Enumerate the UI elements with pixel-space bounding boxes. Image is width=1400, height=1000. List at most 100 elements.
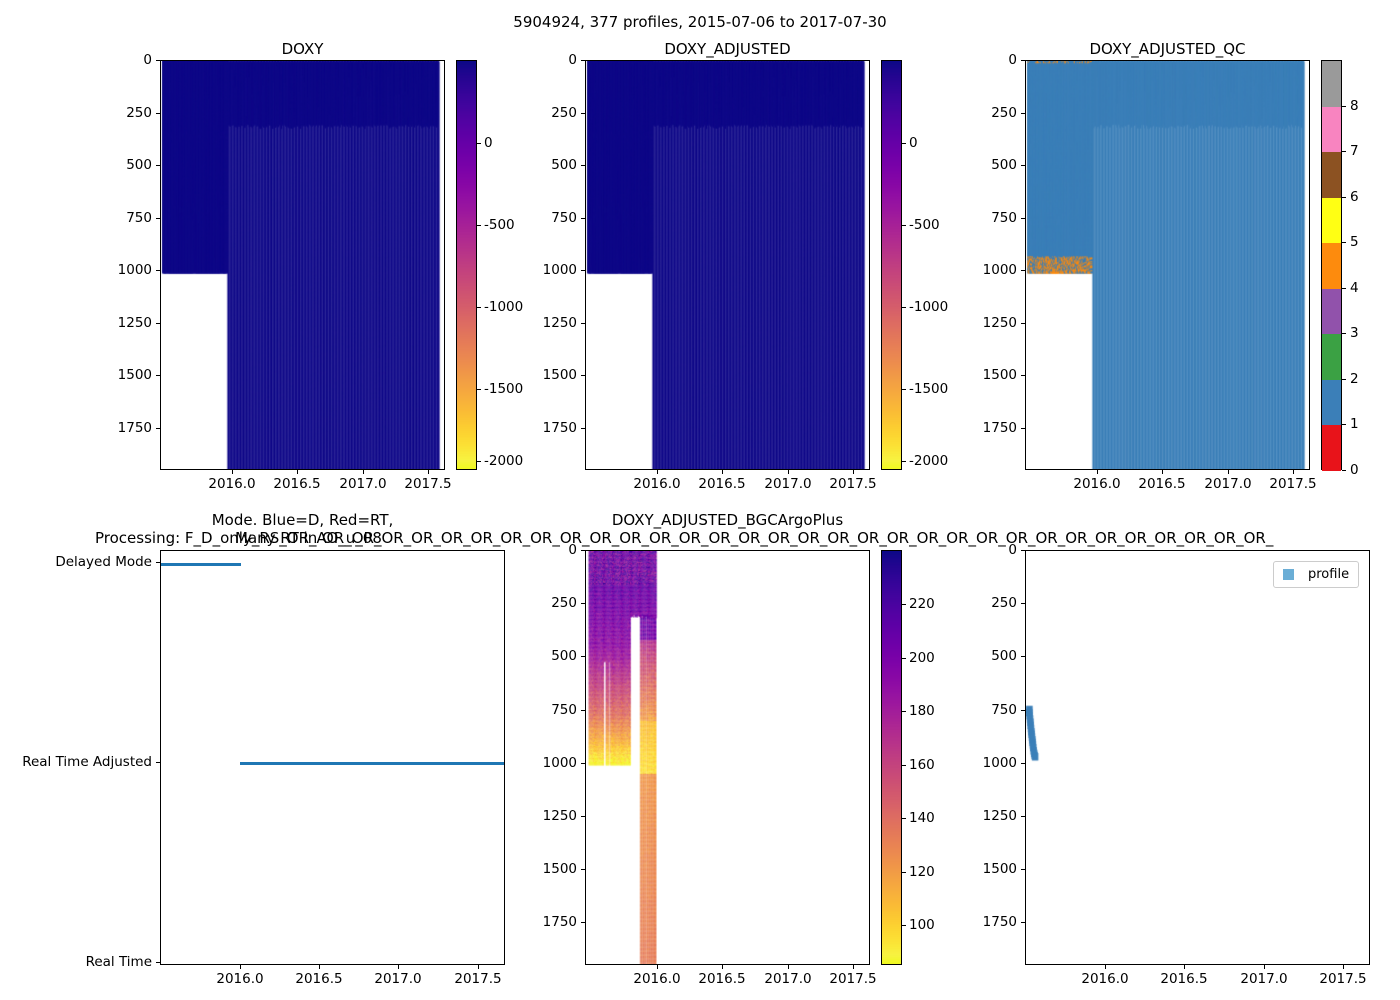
doxy-cbar-tickmark-4 bbox=[477, 460, 481, 462]
doxyadj-tick-x-1 bbox=[722, 470, 723, 474]
mode-line-realtime-adjusted bbox=[240, 762, 504, 765]
out-tick-y-1 bbox=[1021, 603, 1025, 605]
bgc-ytick-0: 0 bbox=[568, 542, 577, 558]
doxy-cbar-tick-m2000: -2000 bbox=[484, 452, 524, 469]
doxyadj-cbar-tick-m2000: -2000 bbox=[909, 452, 949, 469]
doxyadj-cbar-tickmark-0 bbox=[902, 142, 906, 144]
doxyadj-ytick-500: 500 bbox=[551, 157, 577, 174]
doxyadj-ytick-1500: 1500 bbox=[542, 367, 577, 384]
out-xtick-20175: 2017.5 bbox=[1319, 971, 1367, 987]
mode-tick-x-2 bbox=[398, 965, 399, 969]
qc-tick-y-6 bbox=[1021, 375, 1025, 377]
doxyadj-ytick-1000: 1000 bbox=[542, 262, 577, 279]
mode-title-line1: Mode. Blue=D, Red=RT, bbox=[211, 511, 394, 529]
qc-cbar-tickmark-6 bbox=[1342, 196, 1346, 198]
axes-doxy-adjusted-qc bbox=[1025, 60, 1310, 470]
qc-cbar-segment-1 bbox=[1322, 379, 1341, 426]
bgcargoplus-overlap-title: Many RT in OR_OR_OR_OR_OR_OR_OR_OR_OR_OR… bbox=[235, 529, 1274, 547]
qc-xtick-20165: 2016.5 bbox=[1138, 476, 1186, 492]
doxy-title: DOXY bbox=[281, 40, 324, 58]
doxyadj-tick-y-4 bbox=[581, 270, 585, 272]
qc-ytick-500: 500 bbox=[991, 157, 1017, 174]
doxyadj-ytick-0: 0 bbox=[568, 52, 577, 68]
out-tick-x-3 bbox=[1343, 965, 1344, 969]
qc-cbar-tickmark-5 bbox=[1342, 242, 1346, 244]
out-tick-x-1 bbox=[1184, 965, 1185, 969]
mode-tick-x-0 bbox=[240, 965, 241, 969]
bgc-cbar-tickmark-4 bbox=[902, 818, 906, 819]
qc-tick-x-0 bbox=[1097, 470, 1098, 474]
doxy-xtick-20175: 2017.5 bbox=[404, 476, 452, 492]
doxy-tick-x-2 bbox=[363, 470, 364, 474]
qc-cbar-tick-1: 1 bbox=[1350, 416, 1359, 433]
doxyadj-xtick-2016: 2016.0 bbox=[633, 476, 681, 492]
bgc-cbar-tickmark-2 bbox=[902, 711, 906, 712]
bgc-cbar-tickmark-1 bbox=[902, 657, 906, 659]
doxyadj-cbar-tickmark-1 bbox=[902, 224, 906, 226]
doxy-cbar-tick-m1000: -1000 bbox=[484, 298, 524, 315]
qc-tick-y-2 bbox=[1021, 165, 1025, 167]
doxy-ytick-500: 500 bbox=[126, 157, 152, 174]
out-tick-x-2 bbox=[1264, 965, 1265, 969]
qc-ytick-250: 250 bbox=[991, 104, 1017, 121]
doxy-cbar-tickmark-3 bbox=[477, 388, 481, 390]
mode-tick-y-1 bbox=[156, 762, 160, 763]
bgc-xtick-2017: 2017.0 bbox=[764, 971, 812, 987]
qc-xtick-2016: 2016.0 bbox=[1073, 476, 1121, 492]
bgc-tick-y-4 bbox=[581, 762, 585, 764]
out-xtick-2017: 2017.0 bbox=[1240, 971, 1288, 987]
qc-cbar-tickmark-3 bbox=[1342, 333, 1346, 335]
bgc-ytick-1250: 1250 bbox=[542, 808, 577, 824]
bgc-tick-y-0 bbox=[581, 550, 585, 551]
doxyadj-cbar-tick-m1500: -1500 bbox=[909, 380, 949, 397]
qc-cbar-segment-7 bbox=[1322, 106, 1341, 153]
doxyadj-tick-x-3 bbox=[853, 470, 854, 474]
mode-xtick-2017: 2017.0 bbox=[374, 971, 422, 987]
bgc-tick-y-5 bbox=[581, 816, 585, 817]
axes-outliers bbox=[1025, 550, 1370, 965]
doxy-cbar-tick-m1500: -1500 bbox=[484, 380, 524, 397]
bgc-cbar-tick-140: 140 bbox=[909, 810, 935, 826]
doxy-adjusted-colorbar-gradient bbox=[882, 61, 901, 469]
out-ytick-0: 0 bbox=[1008, 542, 1017, 558]
doxyadj-xtick-2017: 2017.0 bbox=[764, 476, 812, 492]
qc-xtick-20175: 2017.5 bbox=[1269, 476, 1317, 492]
doxyadj-tick-y-0 bbox=[581, 60, 585, 61]
mode-ytick-rt-adjusted: Real Time Adjusted bbox=[22, 754, 152, 770]
outliers-legend[interactable]: profile bbox=[1273, 561, 1360, 588]
qc-cbar-tickmark-2 bbox=[1342, 378, 1346, 380]
doxy-colorbar-gradient bbox=[457, 61, 476, 469]
qc-tick-x-3 bbox=[1293, 470, 1294, 474]
bgc-tick-x-2 bbox=[788, 965, 789, 969]
out-tick-y-5 bbox=[1021, 816, 1025, 817]
doxy-cbar-tick-0: 0 bbox=[484, 134, 493, 151]
doxyadj-ytick-1250: 1250 bbox=[542, 314, 577, 331]
qc-cbar-tick-4: 4 bbox=[1350, 279, 1359, 296]
bgc-tick-y-2 bbox=[581, 656, 585, 658]
doxyadj-tick-y-7 bbox=[581, 428, 585, 429]
axes-mode bbox=[160, 550, 505, 965]
axes-bgcargoplus bbox=[585, 550, 870, 965]
bgc-ytick-250: 250 bbox=[551, 595, 577, 612]
doxyadj-tick-x-0 bbox=[657, 470, 658, 474]
bgc-cbar-tick-160: 160 bbox=[909, 756, 935, 773]
bgc-ytick-1000: 1000 bbox=[542, 754, 577, 771]
profile-marker-icon bbox=[1283, 569, 1294, 580]
bgc-cbar-tick-120: 120 bbox=[909, 863, 935, 880]
qc-cbar-segment-8 bbox=[1322, 61, 1341, 107]
bgc-tick-y-1 bbox=[581, 603, 585, 605]
doxy-ytick-0: 0 bbox=[143, 52, 152, 68]
mode-tick-x-3 bbox=[478, 965, 479, 969]
out-tick-y-3 bbox=[1021, 709, 1025, 711]
doxyadj-cbar-tick-0: 0 bbox=[909, 134, 918, 151]
qc-cbar-segment-2 bbox=[1322, 334, 1341, 380]
mode-line-delayed bbox=[161, 563, 241, 566]
doxyadj-tick-y-1 bbox=[581, 112, 585, 114]
out-tick-y-0 bbox=[1021, 550, 1025, 551]
bgc-cbar-tickmark-3 bbox=[902, 764, 906, 766]
qc-cbar-tickmark-7 bbox=[1342, 151, 1346, 153]
bgc-xtick-2016: 2016.0 bbox=[633, 971, 681, 987]
bgc-tick-x-0 bbox=[657, 965, 658, 969]
outliers-plot-canvas bbox=[1026, 551, 1369, 964]
out-ytick-1500: 1500 bbox=[982, 861, 1017, 878]
